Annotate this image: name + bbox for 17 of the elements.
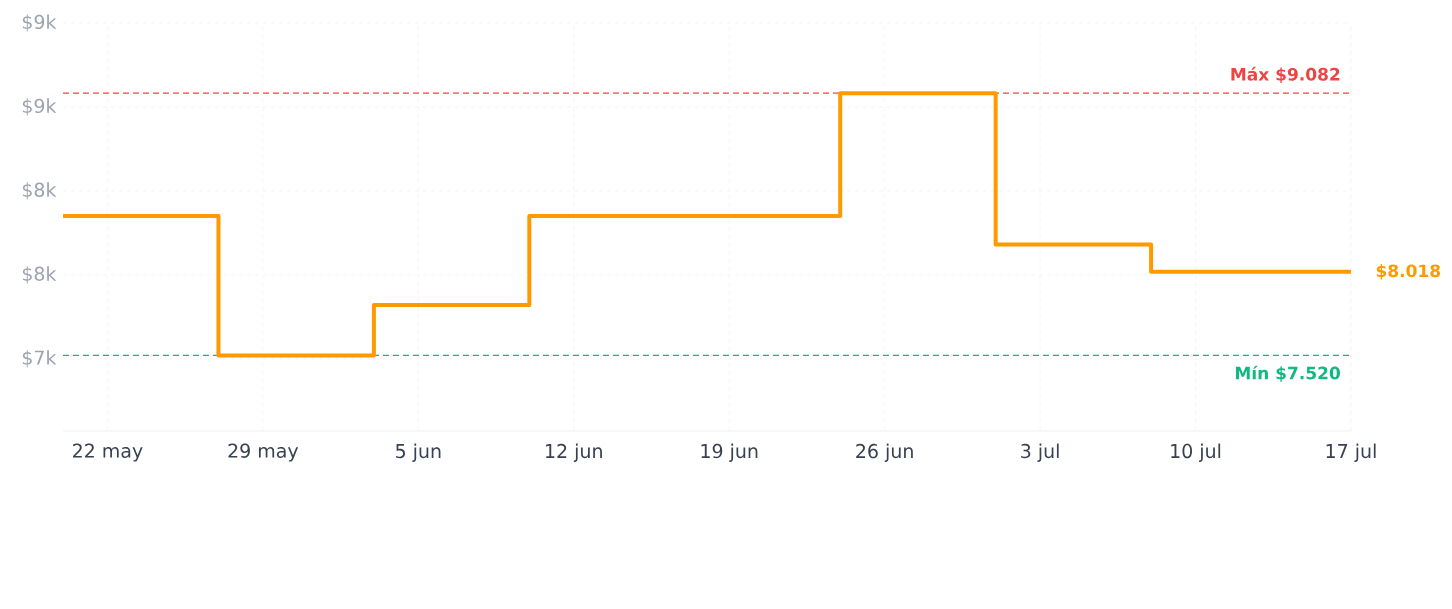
x-tick-label: 19 jun bbox=[701, 443, 758, 462]
x-tick-label: 17 jul bbox=[1326, 443, 1376, 462]
y-tick-label: $7k bbox=[22, 350, 57, 368]
y-tick-label: $8k bbox=[22, 266, 57, 284]
annotation: $8.018 bbox=[1376, 264, 1441, 280]
x-tick-label: 5 jun bbox=[396, 443, 441, 462]
x-tick-label: 26 jun bbox=[856, 443, 913, 462]
y-tick-label: $8k bbox=[22, 182, 57, 200]
ref-line-label: Mín $7.520 bbox=[1235, 365, 1340, 382]
x-tick-label: 29 may bbox=[228, 443, 299, 462]
y-tick-label: $9k bbox=[22, 98, 57, 116]
x-tick-label: 10 jul bbox=[1171, 443, 1221, 462]
x-tick-label: 12 jun bbox=[546, 443, 602, 462]
x-tick-label: 22 may bbox=[73, 443, 143, 462]
ref-line-label: Máx $9.082 bbox=[1231, 66, 1340, 83]
x-tick-label: 3 jul bbox=[1021, 443, 1059, 462]
y-tick-label: $9k bbox=[22, 14, 57, 32]
